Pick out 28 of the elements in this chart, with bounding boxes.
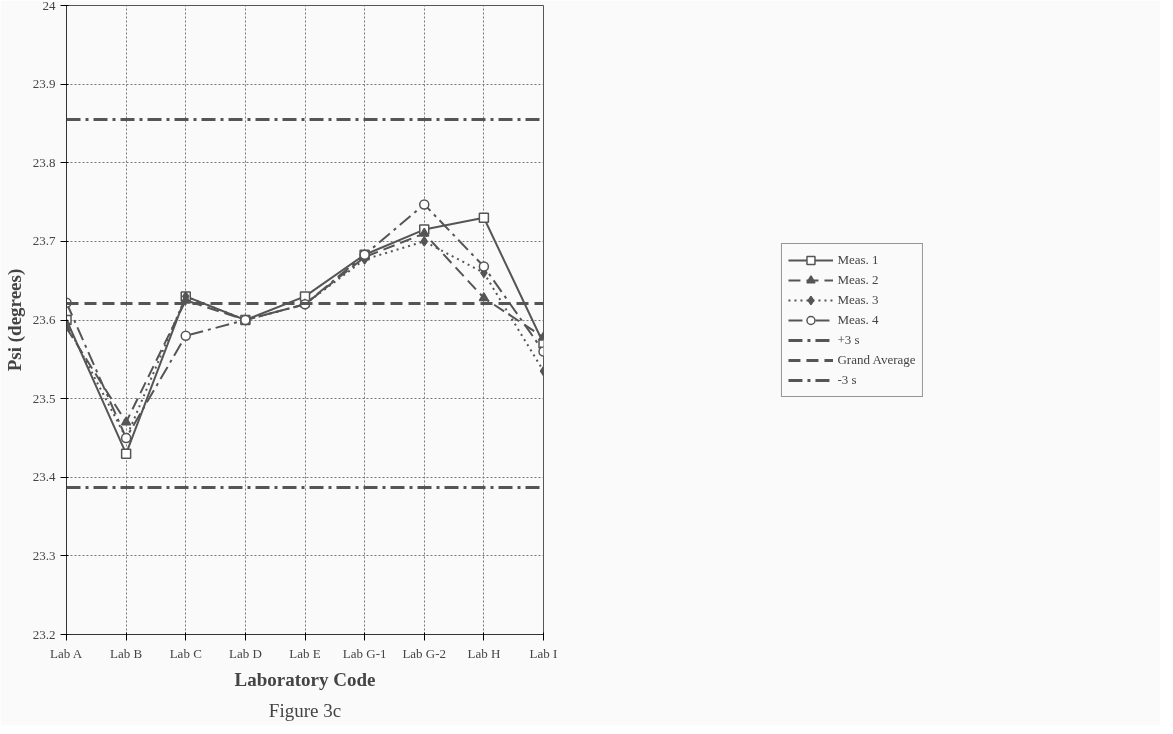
- y-axis-title: Psi (degrees): [3, 268, 26, 372]
- caption: Figure 3c: [268, 699, 342, 721]
- y-tick-label: 23.8: [32, 154, 56, 170]
- y-tick-label: 23.2: [32, 626, 56, 642]
- x-tick-label: Lab A: [50, 645, 83, 661]
- x-tick-label: Lab G-1: [342, 645, 387, 661]
- x-tick-label: Lab C: [169, 645, 202, 661]
- x-tick-label: Lab D: [228, 645, 262, 661]
- legend-label: Meas. 1: [837, 251, 879, 268]
- x-tick-label: Lab G-2: [402, 645, 447, 661]
- legend-label: Grand Average: [837, 351, 916, 368]
- x-axis-title: Laboratory Code: [234, 668, 376, 690]
- legend-label: Meas. 3: [837, 291, 879, 308]
- legend-label: Meas. 2: [837, 271, 879, 288]
- y-tick-label: 23.3: [32, 547, 56, 563]
- x-tick-label: Lab B: [110, 645, 143, 661]
- y-tick-label: 23.7: [32, 233, 56, 249]
- legend-label: +3 s: [837, 331, 860, 348]
- y-tick-label: 23.4: [32, 469, 56, 485]
- x-tick-label: Lab H: [467, 645, 501, 661]
- legend-label: -3 s: [837, 371, 858, 388]
- y-tick-label: 23.5: [32, 390, 56, 406]
- y-tick-label: 23.6: [32, 312, 56, 327]
- y-tick-label: 24: [42, 0, 56, 13]
- x-tick-label: Lab E: [289, 645, 321, 661]
- y-tick-label: 23.9: [32, 76, 56, 92]
- legend-label: Meas. 4: [837, 311, 879, 328]
- x-tick-label: Lab I: [529, 645, 558, 661]
